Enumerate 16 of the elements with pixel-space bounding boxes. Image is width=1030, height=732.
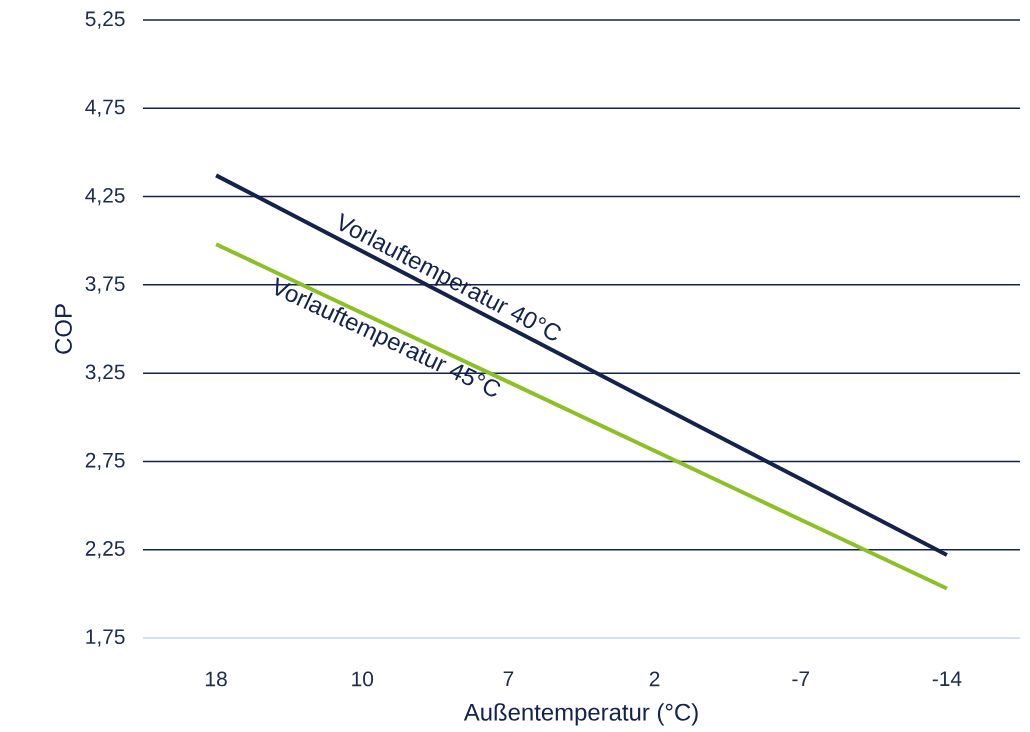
y-tick-label: 3,25	[85, 364, 125, 382]
x-axis-title: Außentemperatur (°C)	[463, 703, 698, 726]
x-tick-label: 18	[206, 671, 227, 687]
y-tick-label: 3,75	[85, 276, 125, 294]
y-tick-label: 2,75	[85, 452, 125, 471]
y-tick-label: 1,75	[86, 629, 125, 647]
x-tick-label: 2	[649, 671, 660, 687]
x-tick-label: 10	[352, 671, 374, 687]
y-tick-label: 4,25	[85, 187, 125, 206]
y-axis-title: COP	[55, 304, 72, 354]
x-tick-label: -14	[932, 671, 962, 686]
y-tick-label: 4,75	[85, 99, 125, 117]
y-tick-label: 5,25	[85, 11, 125, 29]
x-tick-label: -7	[792, 671, 809, 686]
y-tick-label: 2,25	[85, 541, 125, 559]
x-tick-label: 7	[503, 671, 514, 686]
